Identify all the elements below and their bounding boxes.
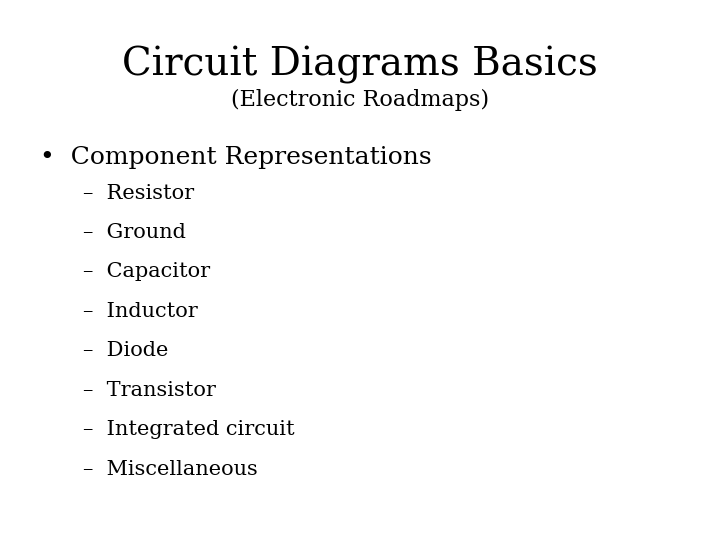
Text: –  Capacitor: – Capacitor	[83, 262, 210, 281]
Text: –  Resistor: – Resistor	[83, 184, 194, 202]
Text: •  Component Representations: • Component Representations	[40, 146, 431, 169]
Text: (Electronic Roadmaps): (Electronic Roadmaps)	[231, 89, 489, 111]
Text: Circuit Diagrams Basics: Circuit Diagrams Basics	[122, 46, 598, 84]
Text: –  Integrated circuit: – Integrated circuit	[83, 420, 294, 439]
Text: –  Miscellaneous: – Miscellaneous	[83, 460, 258, 478]
Text: –  Ground: – Ground	[83, 223, 186, 242]
Text: –  Diode: – Diode	[83, 341, 168, 360]
Text: –  Transistor: – Transistor	[83, 381, 216, 400]
Text: –  Inductor: – Inductor	[83, 302, 197, 321]
